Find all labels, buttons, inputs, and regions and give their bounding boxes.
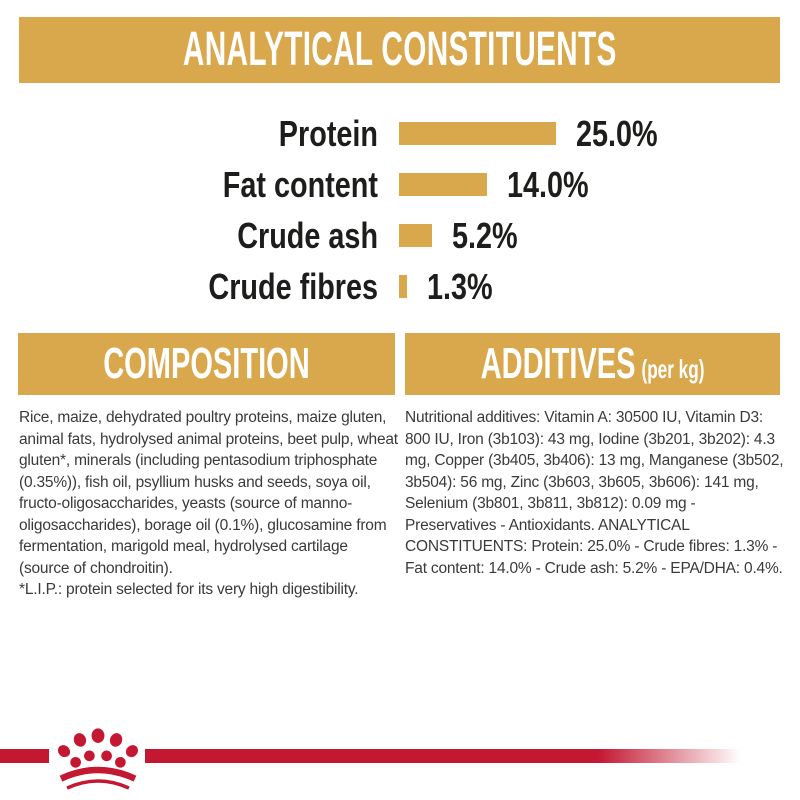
chart-bar: [399, 122, 556, 145]
chart-category-label: Crude ash: [237, 214, 378, 256]
chart-bar: [399, 275, 407, 298]
chart-bar: [399, 224, 432, 247]
chart-label-wrap: Crude ash: [0, 214, 378, 256]
composition-title: COMPOSITION: [103, 339, 310, 388]
chart-row: Protein 25.0%: [0, 108, 800, 159]
additives-title: ADDITIVES: [480, 339, 636, 388]
brand-stripe-left: [0, 749, 49, 763]
chart-label-wrap: Protein: [0, 112, 378, 154]
brand-stripe-right: [145, 749, 741, 763]
additives-title-wrap: ADDITIVES (per kg): [481, 342, 705, 386]
composition-body: Rice, maize, dehydrated poultry proteins…: [19, 409, 398, 577]
chart-value-label: 1.3%: [427, 265, 493, 307]
chart-category-label: Crude fibres: [208, 265, 378, 307]
additives-body: Nutritional additives: Vitamin A: 30500 …: [405, 409, 784, 577]
chart-row: Crude fibres 1.3%: [0, 261, 800, 312]
additives-title-suffix: (per kg): [641, 354, 705, 384]
page-title: ANALYTICAL CONSTITUENTS: [182, 23, 617, 76]
chart-value-label: 5.2%: [452, 214, 518, 256]
chart-category-label: Fat content: [222, 163, 378, 205]
composition-title-wrap: COMPOSITION: [103, 342, 310, 386]
chart-bar: [399, 173, 487, 196]
royal-canin-crown-icon: [57, 728, 139, 790]
chart-label-wrap: Fat content: [0, 163, 378, 205]
chart-category-label: Protein: [278, 112, 378, 154]
analytical-constituents-banner: ANALYTICAL CONSTITUENTS: [19, 17, 780, 83]
composition-footnote: *L.I.P.: protein selected for its very h…: [19, 581, 359, 598]
chart-label-wrap: Crude fibres: [0, 265, 378, 307]
additives-banner: ADDITIVES (per kg): [405, 333, 780, 395]
additives-text-block: Nutritional additives: Vitamin A: 30500 …: [405, 407, 786, 579]
composition-banner: COMPOSITION: [18, 333, 395, 395]
composition-text-block: Rice, maize, dehydrated poultry proteins…: [19, 407, 400, 601]
constituents-bar-chart: Protein 25.0% Fat content 14.0% Crude as…: [0, 108, 800, 312]
chart-row: Crude ash 5.2%: [0, 210, 800, 261]
chart-value-label: 14.0%: [507, 163, 589, 205]
chart-value-label: 25.0%: [576, 112, 658, 154]
chart-row: Fat content 14.0%: [0, 159, 800, 210]
